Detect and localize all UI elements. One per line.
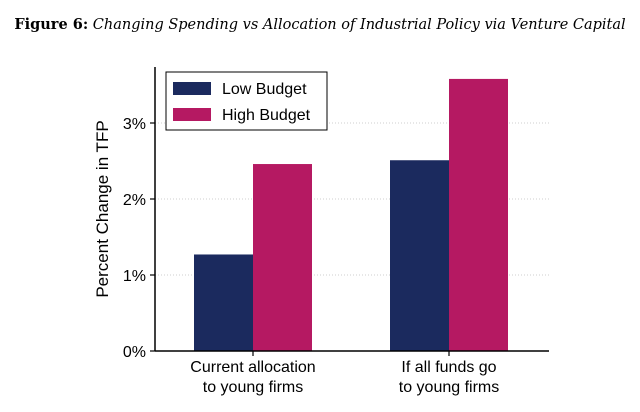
y-tick-label: 3% [123, 116, 146, 133]
y-ticks: 0% 1% 2% 3% [123, 116, 155, 361]
legend-swatch-high-budget [173, 108, 211, 121]
figure-label: Figure 6: [14, 16, 89, 33]
x-tick-label: Current allocation [190, 359, 315, 376]
legend-swatch-low-budget [173, 82, 211, 95]
x-tick-label: If all funds go [401, 359, 496, 376]
bar-low-budget [194, 254, 253, 351]
axes [154, 67, 549, 352]
x-ticks: Current allocation to young firms If all f… [190, 351, 499, 396]
figure-title: Changing Spending vs Allocation of Indus… [92, 17, 626, 33]
bar-low-budget [390, 160, 449, 351]
legend: Low Budget High Budget [165, 71, 328, 131]
figure-caption: Figure 6: Changing Spending vs Allocatio… [0, 16, 640, 33]
y-tick-label: 2% [123, 192, 146, 209]
y-tick-label: 1% [123, 268, 146, 285]
legend-label-high-budget: High Budget [222, 107, 311, 124]
x-tick-label: to young firms [203, 379, 303, 396]
y-axis-title: Percent Change in TFP [93, 120, 112, 297]
bars [194, 78, 508, 352]
y-tick-label: 0% [123, 344, 146, 361]
legend-label-low-budget: Low Budget [222, 81, 307, 98]
x-tick-label: to young firms [399, 379, 499, 396]
bar-high-budget [449, 78, 508, 352]
bar-high-budget [253, 164, 312, 351]
